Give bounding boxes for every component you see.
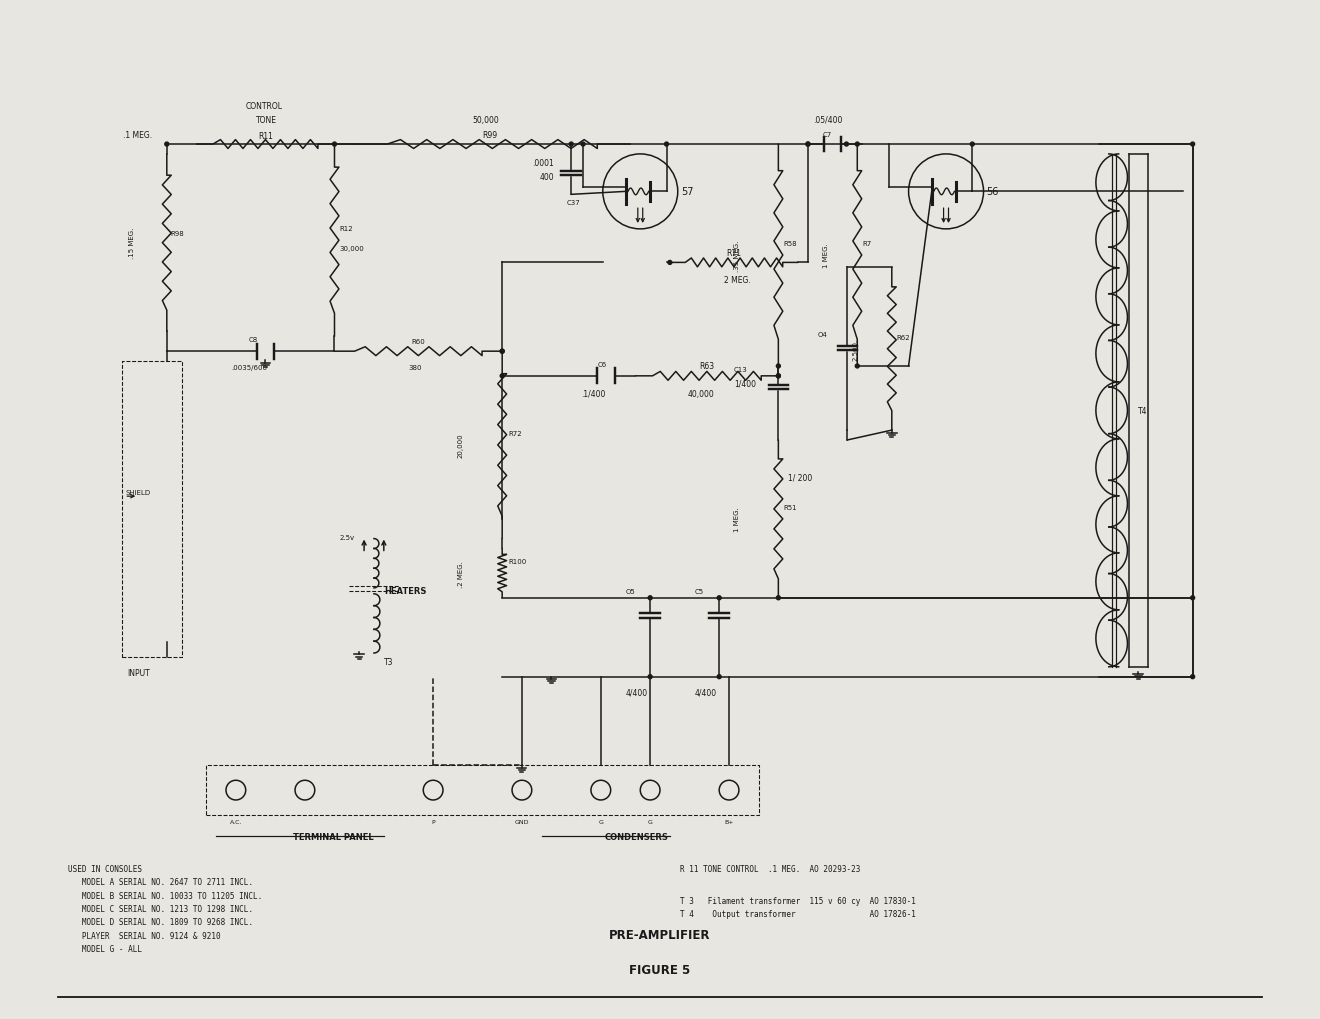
Text: 56: 56	[986, 187, 999, 198]
Circle shape	[1191, 675, 1195, 679]
Text: C6: C6	[598, 362, 607, 368]
Text: 1/ 200: 1/ 200	[788, 473, 813, 482]
Text: 380: 380	[408, 365, 422, 371]
Circle shape	[717, 675, 721, 679]
Text: GND: GND	[515, 819, 529, 823]
Circle shape	[845, 143, 849, 147]
Text: R98: R98	[170, 230, 185, 236]
Text: B+: B+	[725, 819, 734, 823]
Circle shape	[581, 143, 585, 147]
Text: HEATERS: HEATERS	[384, 586, 426, 595]
Text: R11: R11	[257, 132, 273, 141]
Text: .0035/600: .0035/600	[231, 365, 267, 371]
Text: G: G	[648, 819, 652, 823]
Text: T 3   Filament transformer  115 v 60 cy  AO 17830-1: T 3 Filament transformer 115 v 60 cy AO …	[680, 896, 916, 905]
Text: T3: T3	[384, 657, 393, 666]
Circle shape	[165, 143, 169, 147]
Text: 50,000: 50,000	[473, 116, 499, 125]
Text: C7: C7	[824, 132, 833, 138]
Text: C13: C13	[734, 367, 747, 373]
Text: .2 MEG.: .2 MEG.	[458, 560, 463, 587]
Text: R58: R58	[783, 240, 797, 247]
Text: 2.5v: 2.5v	[339, 534, 355, 540]
Text: 57: 57	[681, 187, 693, 198]
Circle shape	[776, 375, 780, 378]
Text: 20,000: 20,000	[458, 433, 463, 458]
Circle shape	[648, 596, 652, 600]
Text: R7: R7	[862, 240, 871, 247]
Text: FIGURE 5: FIGURE 5	[630, 963, 690, 975]
Text: C37: C37	[566, 200, 579, 206]
Text: R 11 TONE CONTROL  .1 MEG.  AO 20293-23: R 11 TONE CONTROL .1 MEG. AO 20293-23	[680, 864, 861, 873]
Text: R62: R62	[896, 334, 911, 340]
Text: 2 MEG.: 2 MEG.	[725, 276, 751, 285]
Circle shape	[807, 143, 810, 147]
Text: T 4    Output transformer                AO 17826-1: T 4 Output transformer AO 17826-1	[680, 910, 916, 918]
Text: MODEL D SERIAL NO. 1809 TO 9268 INCL.: MODEL D SERIAL NO. 1809 TO 9268 INCL.	[69, 917, 253, 926]
Text: INPUT: INPUT	[127, 668, 150, 677]
Circle shape	[855, 143, 859, 147]
Circle shape	[333, 143, 337, 147]
Circle shape	[1191, 143, 1195, 147]
Circle shape	[807, 143, 810, 147]
Text: .35 MEG.: .35 MEG.	[734, 240, 741, 271]
Circle shape	[500, 350, 504, 354]
Text: 4/400: 4/400	[626, 688, 648, 697]
Text: CONDENSERS: CONDENSERS	[605, 833, 668, 842]
Text: PRE-AMPLIFIER: PRE-AMPLIFIER	[610, 928, 710, 942]
Text: 4/400: 4/400	[694, 688, 717, 697]
Circle shape	[776, 365, 780, 369]
Text: R12: R12	[339, 226, 352, 232]
Text: R72: R72	[508, 431, 521, 436]
Text: .05/400: .05/400	[813, 115, 842, 124]
Text: C8: C8	[249, 337, 259, 343]
Text: R71: R71	[726, 249, 742, 257]
Text: R100: R100	[508, 558, 527, 565]
Text: MODEL C SERIAL NO. 1213 TO 1298 INCL.: MODEL C SERIAL NO. 1213 TO 1298 INCL.	[69, 904, 253, 913]
Text: G: G	[598, 819, 603, 823]
Text: C5: C5	[694, 588, 704, 594]
Text: O4: O4	[818, 332, 828, 338]
Circle shape	[500, 350, 504, 354]
Text: MODEL B SERIAL NO. 10033 TO 11205 INCL.: MODEL B SERIAL NO. 10033 TO 11205 INCL.	[69, 891, 263, 900]
Text: 1 MEG.: 1 MEG.	[734, 507, 741, 532]
Text: 1/400: 1/400	[734, 379, 756, 388]
Text: PLAYER  SERIAL NO. 9124 & 9210: PLAYER SERIAL NO. 9124 & 9210	[69, 930, 220, 940]
Text: P: P	[432, 819, 436, 823]
Text: 2,500.: 2,500.	[853, 338, 858, 361]
Text: R99: R99	[482, 131, 498, 140]
Circle shape	[664, 143, 668, 147]
Text: .1 MEG.: .1 MEG.	[123, 131, 152, 140]
Text: R60: R60	[412, 339, 425, 345]
Circle shape	[668, 261, 672, 265]
Text: T4: T4	[1138, 407, 1148, 416]
Circle shape	[569, 143, 573, 147]
Circle shape	[717, 596, 721, 600]
Text: O5: O5	[626, 588, 635, 594]
Text: 400: 400	[540, 172, 554, 181]
Text: .1/400: .1/400	[581, 389, 606, 398]
Circle shape	[855, 365, 859, 369]
Text: SHIELD: SHIELD	[125, 490, 150, 495]
Text: A.C.: A.C.	[230, 819, 242, 823]
Text: TONE: TONE	[256, 116, 277, 125]
Circle shape	[776, 596, 780, 600]
Text: MODEL A SERIAL NO. 2647 TO 2711 INCL.: MODEL A SERIAL NO. 2647 TO 2711 INCL.	[69, 877, 253, 887]
Text: 1 MEG.: 1 MEG.	[822, 244, 829, 268]
Circle shape	[500, 375, 504, 378]
Text: .0001: .0001	[532, 159, 553, 167]
Text: MODEL G - ALL: MODEL G - ALL	[69, 944, 143, 953]
Circle shape	[1191, 596, 1195, 600]
Text: R63: R63	[700, 362, 714, 371]
Text: R51: R51	[783, 504, 797, 511]
Text: 30,000: 30,000	[339, 246, 364, 252]
Text: USED IN CONSOLES: USED IN CONSOLES	[69, 864, 143, 873]
Text: TERMINAL PANEL: TERMINAL PANEL	[293, 833, 374, 842]
Text: CONTROL: CONTROL	[246, 102, 282, 110]
Text: .15 MEG.: .15 MEG.	[129, 228, 135, 259]
Circle shape	[970, 143, 974, 147]
Circle shape	[776, 375, 780, 378]
Text: 40,000: 40,000	[688, 389, 714, 398]
Circle shape	[648, 675, 652, 679]
